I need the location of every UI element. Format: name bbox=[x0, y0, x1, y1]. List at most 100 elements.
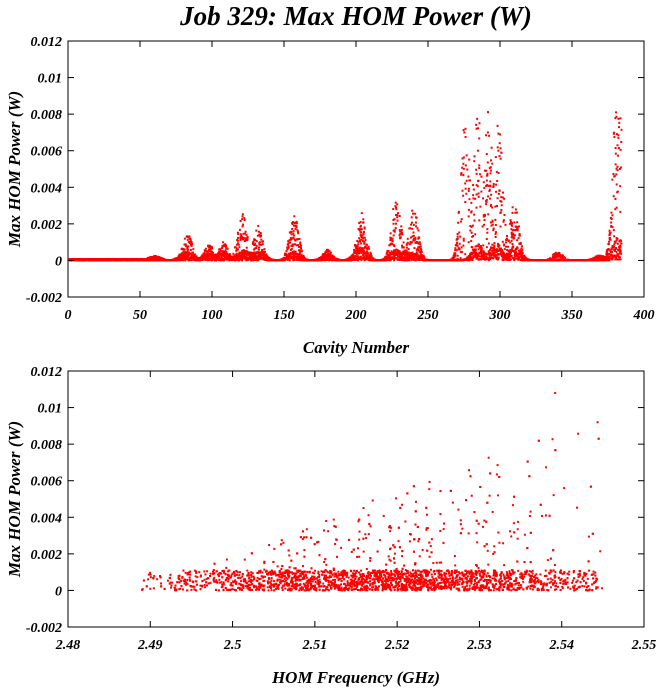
data-point bbox=[486, 161, 489, 164]
data-point bbox=[496, 146, 499, 149]
data-point bbox=[346, 258, 349, 261]
data-point bbox=[261, 251, 264, 254]
data-point bbox=[188, 235, 191, 238]
data-point bbox=[221, 245, 224, 248]
data-point bbox=[401, 244, 404, 247]
data-point bbox=[372, 259, 375, 262]
data-point bbox=[75, 258, 78, 261]
data-point bbox=[360, 231, 363, 234]
data-point bbox=[417, 256, 420, 259]
data-point bbox=[292, 224, 295, 227]
data-point bbox=[255, 257, 258, 260]
data-point bbox=[403, 254, 406, 257]
data-point bbox=[516, 239, 519, 242]
data-point bbox=[343, 259, 346, 262]
data-point bbox=[494, 232, 497, 235]
data-point bbox=[497, 253, 500, 256]
data-point bbox=[410, 216, 413, 219]
data-point bbox=[347, 257, 350, 260]
data-point bbox=[257, 246, 260, 249]
data-point bbox=[493, 245, 496, 248]
data-point bbox=[405, 243, 408, 246]
data-point bbox=[193, 256, 196, 259]
data-point bbox=[418, 236, 421, 239]
data-point bbox=[293, 243, 296, 246]
data-point bbox=[390, 239, 393, 242]
data-point bbox=[209, 244, 212, 247]
data-point bbox=[412, 258, 415, 261]
data-point bbox=[298, 258, 301, 261]
data-point bbox=[288, 254, 291, 257]
data-point bbox=[255, 244, 258, 247]
data-point bbox=[469, 229, 472, 232]
data-point bbox=[153, 254, 156, 257]
data-point bbox=[124, 258, 127, 261]
data-point bbox=[245, 257, 248, 260]
data-point bbox=[226, 255, 229, 258]
data-point bbox=[369, 253, 372, 256]
data-point bbox=[408, 258, 411, 261]
data-point bbox=[357, 256, 360, 259]
data-point bbox=[259, 232, 262, 235]
data-point bbox=[292, 237, 295, 240]
data-point bbox=[367, 247, 370, 250]
data-point bbox=[482, 223, 485, 226]
data-point bbox=[246, 236, 249, 239]
data-point bbox=[294, 250, 297, 253]
data-point bbox=[402, 250, 405, 253]
data-point bbox=[241, 218, 244, 221]
data-point bbox=[415, 251, 418, 254]
data-point bbox=[360, 234, 363, 237]
data-point bbox=[278, 259, 281, 262]
data-point bbox=[418, 250, 421, 253]
data-point bbox=[456, 233, 459, 236]
data-point bbox=[354, 244, 357, 247]
data-point bbox=[512, 229, 515, 232]
data-point bbox=[211, 250, 214, 253]
data-point bbox=[180, 254, 183, 257]
data-point bbox=[474, 197, 477, 200]
data-point bbox=[402, 246, 405, 249]
data-point bbox=[288, 231, 291, 234]
data-point bbox=[404, 252, 407, 255]
data-point bbox=[392, 208, 395, 211]
data-point bbox=[443, 259, 446, 262]
data-point bbox=[456, 254, 459, 257]
data-point bbox=[148, 256, 151, 259]
panel-cavity-number: 0 50 100 150 200 250 300 350 400 -0.00200.0020.0… bbox=[5, 35, 655, 357]
data-point bbox=[502, 252, 505, 255]
data-point bbox=[360, 242, 363, 245]
data-point bbox=[480, 245, 483, 248]
data-point bbox=[241, 253, 244, 256]
data-point bbox=[242, 253, 245, 256]
data-point bbox=[487, 242, 490, 245]
data-point bbox=[183, 253, 186, 256]
data-point bbox=[356, 244, 359, 247]
data-point bbox=[509, 241, 512, 244]
data-point bbox=[390, 258, 393, 261]
data-point bbox=[360, 251, 363, 254]
data-point bbox=[147, 259, 150, 262]
data-point bbox=[387, 257, 390, 260]
data-point bbox=[319, 259, 322, 262]
data-point bbox=[295, 224, 298, 227]
data-point bbox=[243, 249, 246, 252]
data-point bbox=[230, 259, 233, 262]
data-point bbox=[223, 245, 226, 248]
data-point bbox=[210, 254, 213, 257]
data-point bbox=[263, 248, 266, 251]
data-point bbox=[203, 257, 206, 260]
data-point bbox=[254, 238, 257, 241]
data-point bbox=[413, 256, 416, 259]
data-point bbox=[301, 255, 304, 258]
data-point bbox=[498, 155, 501, 158]
data-point bbox=[356, 240, 359, 243]
data-point bbox=[485, 174, 488, 177]
data-point bbox=[356, 245, 359, 248]
data-point bbox=[467, 208, 470, 211]
data-point bbox=[290, 244, 293, 247]
data-point bbox=[394, 201, 397, 204]
data-point bbox=[414, 237, 417, 240]
data-point bbox=[513, 236, 516, 239]
data-point bbox=[511, 249, 514, 252]
